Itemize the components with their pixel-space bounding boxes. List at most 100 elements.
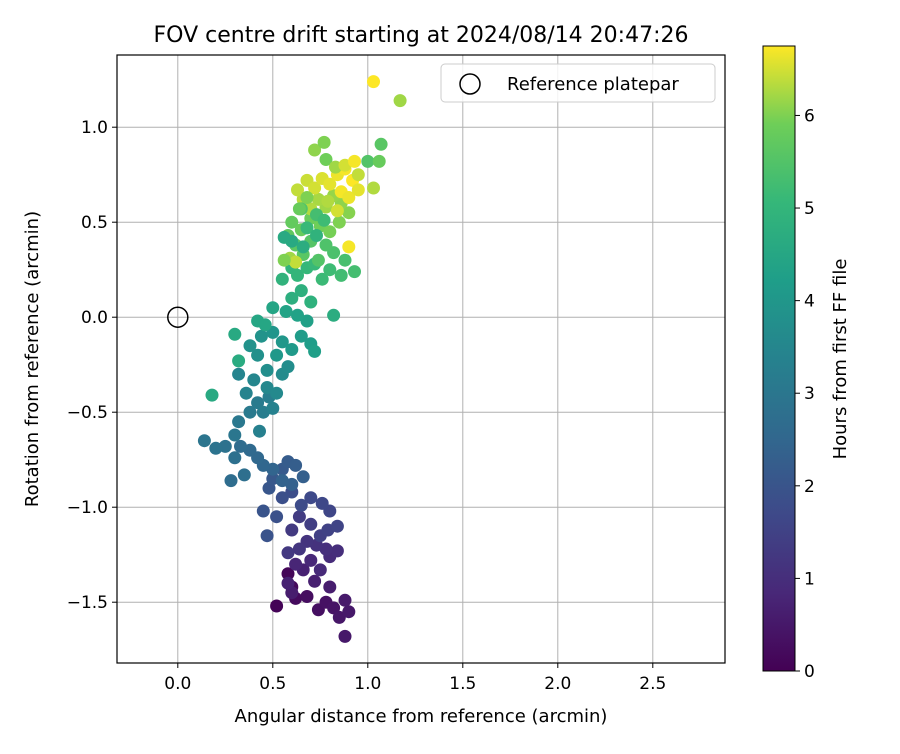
data-point <box>327 601 341 615</box>
data-point <box>270 599 284 613</box>
data-point <box>296 470 310 484</box>
data-point <box>308 344 322 358</box>
data-point <box>251 314 265 328</box>
y-axis-label: Rotation from reference (arcmin) <box>22 211 43 507</box>
data-point <box>323 580 337 594</box>
data-point <box>292 510 306 524</box>
data-point <box>232 354 246 368</box>
colorbar-tick-label: 2 <box>804 477 815 497</box>
data-point <box>291 308 304 322</box>
data-point <box>361 154 375 168</box>
x-axis-label: Angular distance from reference (arcmin) <box>235 706 608 727</box>
data-point <box>338 629 352 643</box>
data-point <box>275 335 289 349</box>
data-point <box>234 439 247 453</box>
data-point <box>239 386 253 400</box>
data-point <box>260 529 274 543</box>
data-point <box>281 546 295 560</box>
data-point <box>304 517 318 531</box>
data-point <box>367 181 380 195</box>
data-point <box>367 75 380 89</box>
data-point <box>209 441 223 455</box>
data-point <box>294 329 308 343</box>
data-point <box>310 229 323 242</box>
data-point <box>304 553 318 567</box>
data-point <box>330 204 344 218</box>
data-point <box>348 154 361 168</box>
data-point <box>224 474 238 488</box>
colorbar-label: Hours from first FF file <box>830 259 851 460</box>
data-point <box>313 563 327 577</box>
legend-box <box>440 63 716 103</box>
grid-lines <box>117 55 725 663</box>
data-point <box>342 605 356 619</box>
y-tick-label: −1.0 <box>67 498 108 518</box>
data-point <box>197 434 211 448</box>
data-point <box>342 240 356 254</box>
y-tick-label: −0.5 <box>67 403 108 423</box>
data-point <box>323 177 337 191</box>
data-point <box>300 191 314 204</box>
data-point <box>330 544 344 558</box>
data-point <box>228 428 242 442</box>
data-point <box>321 194 335 208</box>
data-point <box>342 191 356 204</box>
reference-platepar-marker <box>167 306 189 328</box>
data-point <box>285 291 299 305</box>
colorbar-gradient <box>762 45 796 672</box>
data-point <box>308 574 322 588</box>
data-point <box>332 215 346 229</box>
colorbar-tick-label: 4 <box>804 292 815 312</box>
y-tick-label: 1.0 <box>81 118 108 138</box>
x-tick-label: 0.0 <box>164 674 191 694</box>
data-point <box>237 468 251 482</box>
data-point <box>277 230 291 244</box>
data-point <box>372 154 386 168</box>
x-tick-label: 0.5 <box>259 674 286 694</box>
data-point <box>260 363 274 377</box>
data-point <box>374 137 388 151</box>
data-point <box>327 308 341 322</box>
data-point <box>332 610 346 624</box>
data-point <box>275 474 289 488</box>
data-point <box>243 405 257 419</box>
colorbar-tick-label: 0 <box>804 662 815 682</box>
chart-title: FOV centre drift starting at 2024/08/14 … <box>154 23 689 48</box>
data-point <box>228 451 242 465</box>
data-point <box>275 491 289 505</box>
data-point <box>304 491 318 505</box>
data-point <box>247 373 261 387</box>
legend-label: Reference platepar <box>507 74 679 95</box>
x-axis-ticks: 0.0 0.5 1.0 1.5 2.0 2.5 <box>164 663 666 694</box>
data-point <box>253 424 266 438</box>
data-point <box>338 253 352 267</box>
data-point <box>270 348 284 362</box>
data-point <box>348 265 361 279</box>
data-point <box>317 135 331 149</box>
data-point <box>351 183 365 197</box>
data-point <box>281 360 295 374</box>
data-point <box>275 272 289 286</box>
data-point <box>285 523 299 537</box>
scatter-points <box>197 75 407 643</box>
colorbar-tick-label: 5 <box>804 199 815 219</box>
data-point <box>351 168 365 182</box>
data-point <box>256 504 270 518</box>
data-point <box>289 255 303 269</box>
data-point <box>281 567 295 581</box>
data-point <box>300 590 314 603</box>
data-point <box>270 386 284 400</box>
data-point <box>323 263 337 277</box>
data-point <box>393 94 407 108</box>
data-point <box>308 181 322 195</box>
legend: Reference platepar <box>440 63 716 103</box>
data-point <box>319 238 333 252</box>
colorbar-ticks: 0 1 2 3 4 5 6 <box>795 106 815 682</box>
colorbar-tick-label: 6 <box>804 106 815 126</box>
data-point <box>251 348 265 362</box>
data-point <box>232 367 246 381</box>
x-tick-label: 2.5 <box>639 674 666 694</box>
legend-reference-marker <box>459 73 481 95</box>
data-point <box>292 202 306 216</box>
